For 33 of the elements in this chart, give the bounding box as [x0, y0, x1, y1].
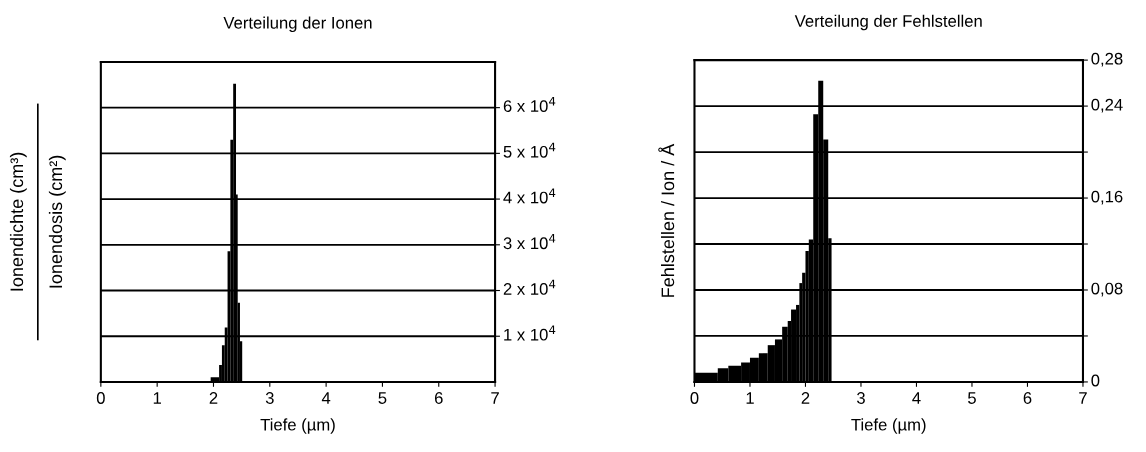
y-tick-label: 4 x 10$^{4}$ [503, 188, 556, 204]
text: Ionendichte (cm³) Ionendosis (cm²) [9, 152, 66, 291]
y-tick-label: 0,16 [1091, 190, 1123, 205]
y-axis-title: Fehlstellen / Ion / Å [658, 143, 675, 297]
y-tick-label: 0,24 [1091, 98, 1123, 113]
x-tick-label: 5 [378, 392, 387, 404]
x-tick-label: 2 [801, 392, 810, 404]
x-tick-label: 5 [968, 392, 976, 404]
x-tick-label: 7 [1079, 392, 1087, 404]
x-tick-label: 2 [209, 392, 218, 404]
x-tick-label: 7 [491, 392, 499, 404]
x-tick-label: 3 [856, 392, 865, 404]
x-tick-label: 0 [690, 392, 699, 404]
x-tick-label: 4 [912, 392, 921, 404]
x-tick-label: 1 [153, 392, 161, 404]
x-tick-label: 3 [265, 392, 274, 404]
y-tick-label: 6 x 10$^{4}$ [503, 96, 556, 112]
y-tick-label: 0 [1091, 374, 1100, 387]
chart-title: Verteilung der Ionen [223, 16, 372, 33]
x-tick-label: 6 [434, 392, 443, 404]
chart-title: Verteilung der Fehlstellen [794, 14, 982, 31]
x-axis-title: Tiefe (µm) [260, 418, 335, 434]
x-axis-title: Tiefe (µm) [851, 418, 926, 434]
x-tick-label: 0 [96, 392, 105, 404]
x-tick-label: 4 [321, 392, 331, 404]
x-tick-label: 6 [1023, 392, 1032, 404]
y-tick-label: 0,28 [1091, 52, 1123, 67]
y-tick-label: 3 x 10$^{4}$ [503, 234, 556, 250]
y-tick-label: 0,08 [1091, 282, 1123, 297]
x-tick-label: 1 [746, 392, 754, 404]
y-tick-label: 5 x 10$^{4}$ [503, 142, 556, 158]
y-tick-label: 1 x 10$^{4}$ [504, 325, 556, 341]
y-tick-label: 2 x 10$^{4}$ [503, 279, 556, 295]
